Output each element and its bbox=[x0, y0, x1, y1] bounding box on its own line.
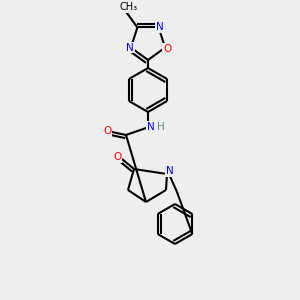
Text: N: N bbox=[156, 22, 164, 32]
Text: N: N bbox=[126, 43, 134, 52]
Text: O: O bbox=[103, 126, 111, 136]
Text: H: H bbox=[157, 122, 165, 132]
Text: N: N bbox=[147, 122, 155, 132]
Text: N: N bbox=[166, 166, 174, 176]
Text: CH₃: CH₃ bbox=[120, 2, 138, 12]
Text: O: O bbox=[113, 152, 121, 162]
Text: O: O bbox=[163, 44, 171, 54]
